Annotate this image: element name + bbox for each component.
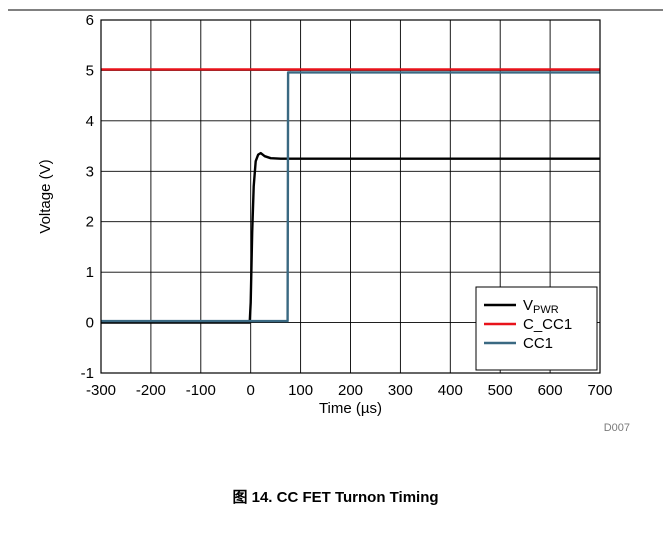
x-tick-label: 200	[338, 382, 363, 399]
y-tick-label: 5	[86, 62, 94, 79]
x-tick-label: 500	[488, 382, 513, 399]
chart: -300 -200 -100 0 100 200 300 400 500 600 700 -1 0 1 2…	[8, 9, 663, 434]
legend-label-cc1: CC1	[523, 335, 553, 352]
y-tick-label: 2	[86, 214, 94, 231]
plot-frame	[100, 19, 601, 374]
legend-label-vpwr: VPWR	[523, 297, 559, 316]
y-tick-label: 6	[86, 12, 94, 29]
figure-code: D007	[604, 422, 630, 434]
series-line-v	[101, 151, 600, 324]
y-tick-labels: -1 0 1 2 3 4 5 6	[81, 12, 94, 382]
y-axis-label: Voltage (V)	[37, 159, 54, 233]
x-axis-label: Time (µs)	[319, 400, 382, 417]
y-tick-label: -1	[81, 365, 94, 382]
x-tick-label: 0	[247, 382, 255, 399]
x-tick-label: 600	[538, 382, 563, 399]
y-tick-label: 0	[86, 315, 94, 332]
x-tick-label: 400	[438, 382, 463, 399]
series-line-cc1	[101, 71, 600, 323]
legend-box	[475, 286, 598, 371]
legend: VPWR C_CC1 CC1	[475, 286, 598, 371]
x-tick-label: 700	[587, 382, 612, 399]
x-tick-label: 300	[388, 382, 413, 399]
y-tick-label: 4	[86, 113, 94, 130]
x-tick-label: -200	[136, 382, 166, 399]
y-tick-label: 3	[86, 163, 94, 180]
x-tick-label: 100	[288, 382, 313, 399]
x-tick-label: -300	[86, 382, 116, 399]
x-tick-label: -100	[186, 382, 216, 399]
series-layer	[101, 68, 600, 324]
y-tick-label: 1	[86, 264, 94, 281]
figure-caption: 图 14. CC FET Turnon Timing	[232, 489, 439, 506]
x-tick-labels: -300 -200 -100 0 100 200 300 400 500 600 700	[86, 382, 613, 399]
legend-label-c-cc1: C_CC1	[523, 316, 572, 333]
